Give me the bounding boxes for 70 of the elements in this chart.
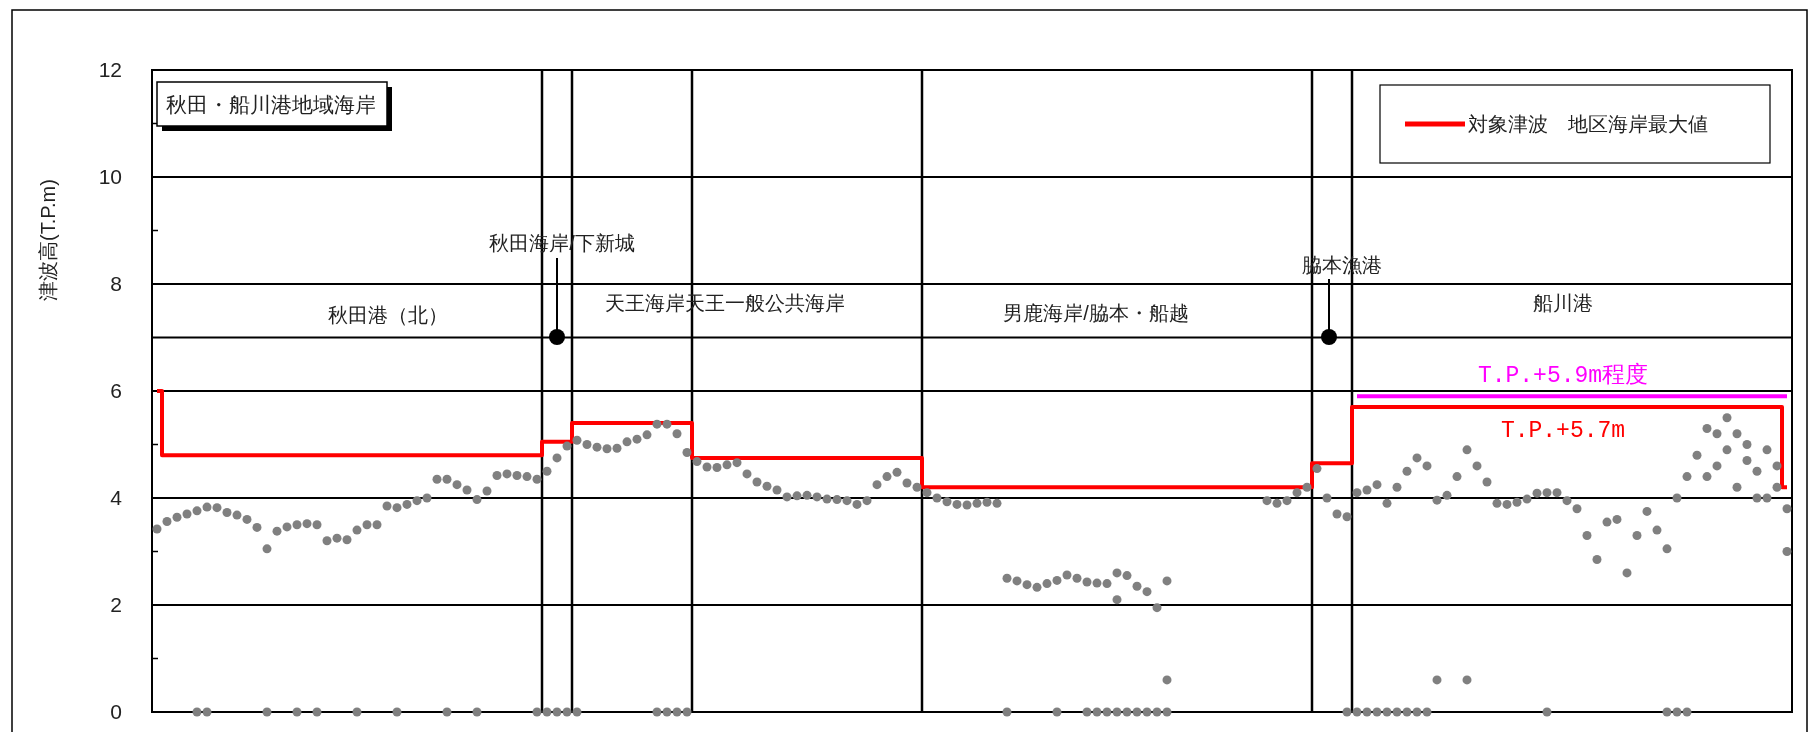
point	[552, 707, 562, 717]
point	[1762, 493, 1772, 503]
point	[1702, 472, 1712, 482]
point	[1052, 707, 1062, 717]
point	[1742, 440, 1752, 449]
point	[1352, 707, 1362, 717]
point	[292, 707, 302, 717]
point	[1432, 675, 1442, 685]
point	[1782, 547, 1792, 556]
point	[192, 707, 202, 717]
text: 秋田・船川港地域海岸	[166, 93, 376, 116]
point	[1462, 675, 1472, 685]
point	[672, 707, 682, 717]
annotation: 男鹿海岸/脇本・船越	[1003, 302, 1189, 324]
point	[662, 707, 672, 717]
point	[532, 707, 542, 717]
point	[312, 707, 322, 717]
point	[1402, 707, 1412, 717]
annotation: 秋田港（北）	[328, 304, 448, 326]
point	[202, 707, 212, 717]
point	[1682, 707, 1692, 717]
y-axis-title: 津波高(T.P.m)	[37, 179, 59, 301]
y-tick-label: 2	[110, 593, 122, 616]
y-tick-label: 12	[98, 58, 122, 81]
point	[472, 707, 482, 717]
point	[1412, 707, 1422, 717]
point	[442, 707, 452, 717]
point	[1082, 707, 1092, 717]
point	[1132, 707, 1142, 717]
point	[352, 707, 362, 717]
point	[1102, 707, 1112, 717]
y-tick-label: 6	[110, 379, 122, 402]
point	[1662, 707, 1672, 717]
point	[1112, 595, 1122, 605]
point	[572, 707, 582, 717]
y-tick-label: 8	[110, 272, 122, 295]
point	[1362, 707, 1372, 717]
annotation: T.P.+5.9m程度	[1477, 362, 1649, 390]
point	[1722, 413, 1732, 423]
point	[652, 707, 662, 717]
point	[1152, 707, 1162, 717]
point	[1672, 707, 1682, 717]
point	[1712, 461, 1722, 471]
annotation: T.P.+5.7m	[1500, 418, 1626, 445]
point	[262, 707, 272, 717]
point	[1772, 461, 1782, 471]
point	[1122, 707, 1132, 717]
y-tick-label: 10	[98, 165, 122, 188]
point	[682, 707, 692, 717]
point	[562, 707, 572, 717]
point	[1162, 675, 1172, 685]
legend-label: 対象津波 地区海岸最大値	[1468, 113, 1708, 135]
point	[1422, 707, 1432, 717]
point	[1342, 707, 1352, 717]
point	[1732, 482, 1742, 492]
point	[1752, 466, 1762, 476]
point	[542, 707, 552, 717]
point	[1092, 707, 1102, 717]
point	[1382, 707, 1392, 717]
point	[1002, 707, 1012, 717]
point	[1372, 707, 1382, 717]
y-tick-label: 0	[110, 700, 122, 723]
point	[1162, 707, 1172, 717]
point	[1112, 707, 1122, 717]
annotation: 船川港	[1533, 292, 1593, 314]
point	[1392, 707, 1402, 717]
point	[392, 707, 402, 717]
y-tick-label: 4	[110, 486, 123, 509]
point	[1142, 707, 1152, 717]
point	[1542, 707, 1552, 717]
